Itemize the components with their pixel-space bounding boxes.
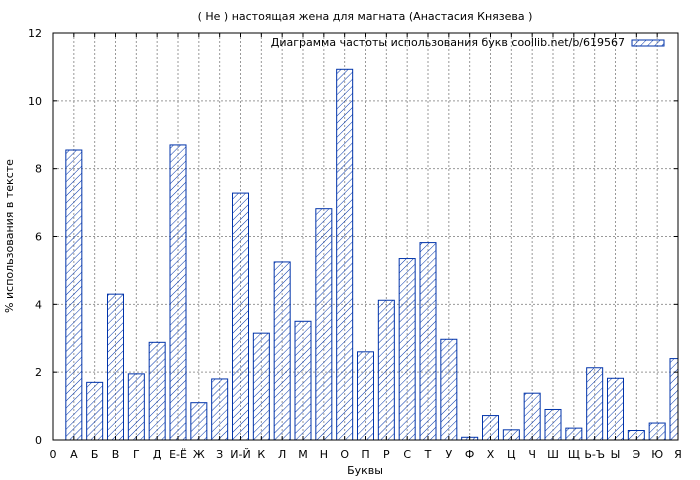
bar — [586, 367, 604, 441]
x-tick-label: Ф — [465, 448, 474, 461]
x-tick-label: С — [403, 448, 411, 461]
bar — [148, 341, 166, 441]
x-tick-label: Э — [632, 448, 640, 461]
bar — [232, 192, 249, 441]
x-tick-label: Ы — [611, 448, 621, 461]
x-tick-label: Ш — [547, 448, 559, 461]
bar — [377, 299, 395, 441]
x-tick-label: П — [361, 448, 369, 461]
legend-label: Диаграмма частоты использования букв coo… — [271, 36, 625, 49]
y-axis: 0 2 4 6 8 10 12 — [28, 27, 678, 447]
x-tick-label: Щ — [568, 448, 580, 461]
x-tick-label: М — [298, 448, 308, 461]
y-tick-label: 6 — [35, 231, 42, 244]
x-tick-label: К — [257, 448, 265, 461]
y-tick-label: 0 — [35, 434, 42, 447]
bar — [336, 68, 354, 441]
x-tick-label: Д — [153, 448, 162, 461]
bar — [523, 392, 541, 441]
bar — [190, 402, 208, 441]
x-tick-label: Г — [133, 448, 140, 461]
x-tick-label: Я — [674, 448, 682, 461]
x-axis: 0 А Б В Г Д Е-Ё Ж З И-Й К Л М Н О П Р С Т У Ф Х Ц Ч Ш Щ Ь-Ъ Ы Э Ю Я — [50, 33, 682, 461]
x-tick-label: У — [445, 448, 452, 461]
y-tick-label: 8 — [35, 163, 42, 176]
bar — [440, 338, 458, 441]
x-tick-label: Ц — [507, 448, 516, 461]
bar — [294, 320, 312, 441]
bar — [211, 378, 229, 441]
x-tick-label: И-Й — [230, 448, 250, 461]
y-axis-label: % использования в тексте — [3, 159, 16, 313]
legend-swatch — [631, 39, 665, 47]
y-tick-label: 12 — [28, 27, 42, 40]
x-tick-label: Б — [91, 448, 99, 461]
y-tick-label: 2 — [35, 366, 42, 379]
x-tick-label: О — [340, 448, 349, 461]
x-tick-label: Х — [487, 448, 495, 461]
bar — [252, 332, 270, 441]
x-axis-label: Буквы — [347, 464, 383, 477]
bar — [544, 408, 562, 441]
bar — [419, 242, 437, 441]
bar — [86, 381, 104, 441]
bar — [273, 261, 291, 441]
x-tick-label: Ч — [528, 448, 536, 461]
y-tick-label: 4 — [35, 298, 42, 311]
x-tick-label: Р — [383, 448, 390, 461]
chart-title: ( Не ) настоящая жена для магната (Анаст… — [198, 10, 533, 23]
bar — [65, 149, 83, 441]
x-tick-label: А — [70, 448, 78, 461]
y-tick-label: 10 — [28, 95, 42, 108]
legend: Диаграмма частоты использования букв coo… — [271, 36, 665, 49]
bar — [315, 208, 333, 441]
bar — [127, 373, 145, 441]
x-tick-label: Л — [278, 448, 286, 461]
bar — [669, 358, 679, 441]
x-tick-label: З — [216, 448, 223, 461]
bar — [607, 377, 624, 441]
x-tick-label: Н — [320, 448, 328, 461]
x-tick-label: Ж — [193, 448, 205, 461]
x-tick-label: Т — [424, 448, 432, 461]
x-tick-label: 0 — [50, 448, 57, 461]
bar — [107, 293, 124, 441]
bar — [357, 351, 374, 441]
x-tick-label: Е-Ё — [169, 448, 187, 461]
bar — [169, 144, 187, 441]
x-tick-label: Ь-Ъ — [584, 448, 605, 461]
bar — [398, 258, 416, 441]
x-tick-label: В — [112, 448, 120, 461]
x-tick-label: Ю — [651, 448, 663, 461]
